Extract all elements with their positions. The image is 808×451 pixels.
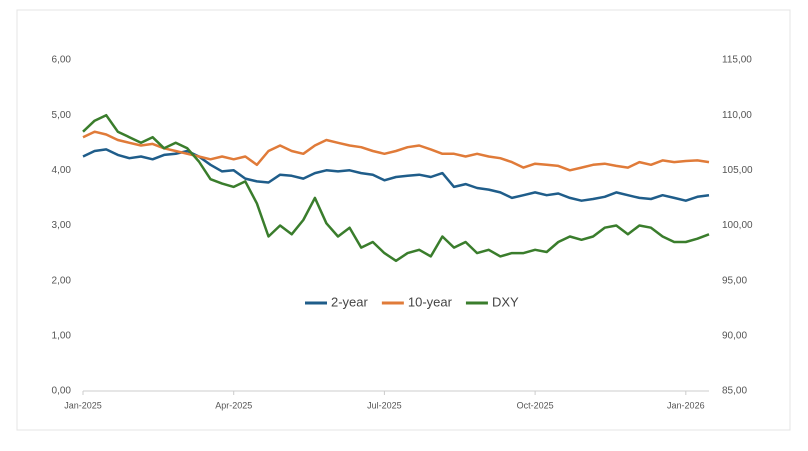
- y-tick-label: 1,00: [52, 330, 72, 341]
- x-tick-label: Oct-2025: [517, 400, 554, 410]
- chart-frame: [16, 9, 791, 431]
- x-tick-label: Jan-2026: [667, 400, 705, 410]
- y2-tick-label: 90,00: [722, 330, 747, 341]
- y2-tick-label: 100,00: [722, 220, 753, 231]
- y-tick-label: 3,00: [52, 220, 72, 231]
- y-tick-label: 4,00: [52, 165, 72, 176]
- x-tick-label: Apr-2025: [215, 400, 252, 410]
- legend-label: 2-year: [331, 294, 369, 309]
- x-tick-label: Jul-2025: [367, 400, 402, 410]
- series-line: [82, 148, 710, 202]
- x-tick-label: Jan-2025: [64, 400, 102, 410]
- y-tick-label: 5,00: [52, 110, 72, 121]
- y-tick-label: 0,00: [52, 386, 72, 397]
- y2-tick-label: 110,00: [722, 110, 752, 121]
- y-tick-label: 6,00: [52, 55, 72, 66]
- y2-tick-label: 85,00: [722, 386, 747, 397]
- legend-label: 10-year: [408, 294, 453, 309]
- series-line: [82, 130, 710, 172]
- y-tick-label: 2,00: [52, 275, 72, 286]
- y2-tick-label: 105,00: [722, 165, 753, 176]
- legend-label: DXY: [492, 294, 519, 309]
- y2-tick-label: 115,00: [722, 55, 752, 66]
- series-line: [82, 113, 710, 263]
- y2-tick-label: 95,00: [722, 275, 747, 286]
